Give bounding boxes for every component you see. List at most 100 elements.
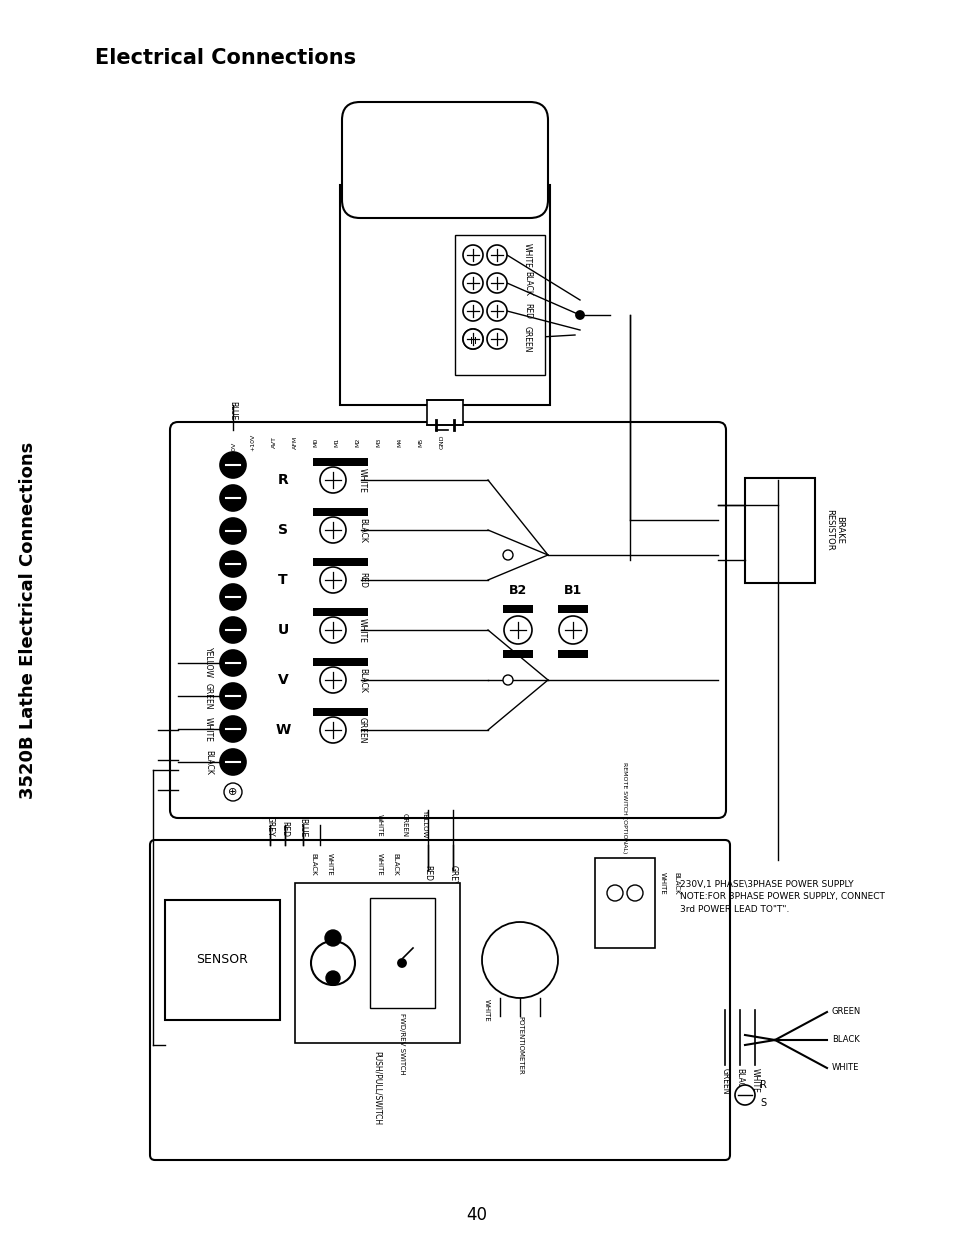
Bar — [502, 605, 533, 613]
Bar — [558, 605, 587, 613]
Text: B2: B2 — [508, 583, 527, 597]
Text: 3520B Lathe Electrical Connections: 3520B Lathe Electrical Connections — [19, 441, 37, 799]
Text: YELLOW: YELLOW — [204, 647, 213, 678]
Text: BLACK: BLACK — [522, 270, 532, 295]
Bar — [455, 235, 544, 375]
Text: BLACK: BLACK — [357, 517, 367, 542]
Bar — [502, 650, 533, 658]
Text: 2: 2 — [505, 935, 509, 941]
Text: ⊕: ⊕ — [228, 787, 237, 797]
Circle shape — [486, 301, 506, 321]
Text: FWD/REV SWITCH: FWD/REV SWITCH — [398, 1013, 405, 1074]
FancyBboxPatch shape — [170, 422, 725, 818]
Text: R: R — [277, 473, 288, 487]
Circle shape — [462, 245, 482, 266]
Circle shape — [319, 467, 346, 493]
Text: Electrical Connections: Electrical Connections — [95, 48, 355, 68]
Circle shape — [734, 1086, 754, 1105]
FancyBboxPatch shape — [150, 840, 729, 1160]
Bar — [313, 708, 368, 716]
Circle shape — [319, 667, 346, 693]
Circle shape — [481, 923, 558, 998]
Text: M2: M2 — [355, 437, 360, 447]
Text: WHITE: WHITE — [483, 999, 490, 1021]
Circle shape — [462, 273, 482, 293]
Text: +10V: +10V — [251, 433, 255, 451]
Bar — [558, 650, 587, 658]
Circle shape — [220, 584, 246, 610]
Text: BLACK: BLACK — [357, 668, 367, 693]
Text: M3: M3 — [376, 437, 381, 447]
Text: GREEN: GREEN — [831, 1008, 861, 1016]
Text: WHITE: WHITE — [327, 853, 333, 876]
Circle shape — [558, 616, 586, 643]
Text: POTENTIOMETER: POTENTIOMETER — [517, 1016, 522, 1074]
Circle shape — [220, 517, 246, 543]
Text: BLACK: BLACK — [310, 853, 315, 876]
Text: R: R — [760, 1079, 766, 1091]
Text: S: S — [277, 522, 288, 537]
Bar — [370, 898, 435, 1008]
Text: WHITE: WHITE — [357, 468, 367, 493]
Circle shape — [486, 273, 506, 293]
Bar — [427, 400, 462, 425]
Circle shape — [220, 618, 246, 643]
Circle shape — [220, 748, 246, 776]
Text: WHITE: WHITE — [376, 853, 382, 876]
Text: AVT: AVT — [272, 436, 276, 448]
Text: V: V — [277, 673, 288, 687]
Circle shape — [220, 485, 246, 511]
Circle shape — [326, 971, 339, 986]
Circle shape — [502, 676, 513, 685]
Text: WHITE: WHITE — [357, 618, 367, 642]
Circle shape — [576, 311, 583, 319]
Circle shape — [606, 885, 622, 902]
Text: S: S — [760, 1098, 765, 1108]
Text: WHITE: WHITE — [204, 716, 213, 741]
Circle shape — [626, 885, 642, 902]
Text: 230V,1 PHASE\3PHASE POWER SUPPLY
NOTE:FOR 3PHASE POWER SUPPLY, CONNECT
3rd POWER: 230V,1 PHASE\3PHASE POWER SUPPLY NOTE:FO… — [679, 881, 884, 914]
Bar — [313, 608, 368, 616]
Circle shape — [224, 783, 242, 802]
Text: 1: 1 — [496, 945, 500, 951]
Text: W: W — [275, 722, 291, 737]
Circle shape — [462, 329, 482, 350]
Text: WHITE: WHITE — [750, 1068, 759, 1093]
Text: GND: GND — [439, 435, 444, 450]
Text: 3: 3 — [517, 932, 521, 939]
Circle shape — [220, 551, 246, 577]
Text: REMOTE SWITCH (OPTIONAL): REMOTE SWITCH (OPTIONAL) — [622, 762, 627, 853]
Text: RED: RED — [423, 864, 432, 881]
Text: BLACK: BLACK — [672, 872, 679, 894]
Text: +10V: +10V — [232, 441, 236, 458]
Text: M0: M0 — [314, 437, 318, 447]
Text: BLACK: BLACK — [735, 1068, 743, 1093]
Text: BLACK: BLACK — [392, 853, 397, 876]
Bar — [294, 883, 459, 1044]
Bar — [339, 185, 550, 405]
Text: GREEN: GREEN — [204, 683, 213, 709]
Bar — [744, 478, 814, 583]
Text: GREY: GREY — [265, 816, 274, 837]
Text: RED: RED — [280, 821, 289, 837]
Circle shape — [502, 550, 513, 559]
Text: GREEN: GREEN — [357, 716, 367, 743]
Circle shape — [486, 329, 506, 350]
Circle shape — [319, 618, 346, 643]
Circle shape — [397, 960, 406, 967]
Text: WHITE: WHITE — [659, 872, 665, 894]
Text: T: T — [278, 573, 288, 587]
Circle shape — [462, 301, 482, 321]
Circle shape — [503, 616, 532, 643]
Bar — [595, 858, 655, 948]
Text: GREEN: GREEN — [720, 1068, 729, 1094]
Circle shape — [220, 650, 246, 676]
Text: WHITE: WHITE — [376, 814, 382, 837]
Text: BLACK: BLACK — [831, 1035, 859, 1045]
Circle shape — [486, 245, 506, 266]
Text: U: U — [277, 622, 289, 637]
Bar — [313, 508, 368, 516]
Text: SENSOR: SENSOR — [196, 953, 248, 967]
Text: PUSH/PULL/SWITCH: PUSH/PULL/SWITCH — [372, 1051, 381, 1125]
FancyBboxPatch shape — [341, 103, 547, 219]
